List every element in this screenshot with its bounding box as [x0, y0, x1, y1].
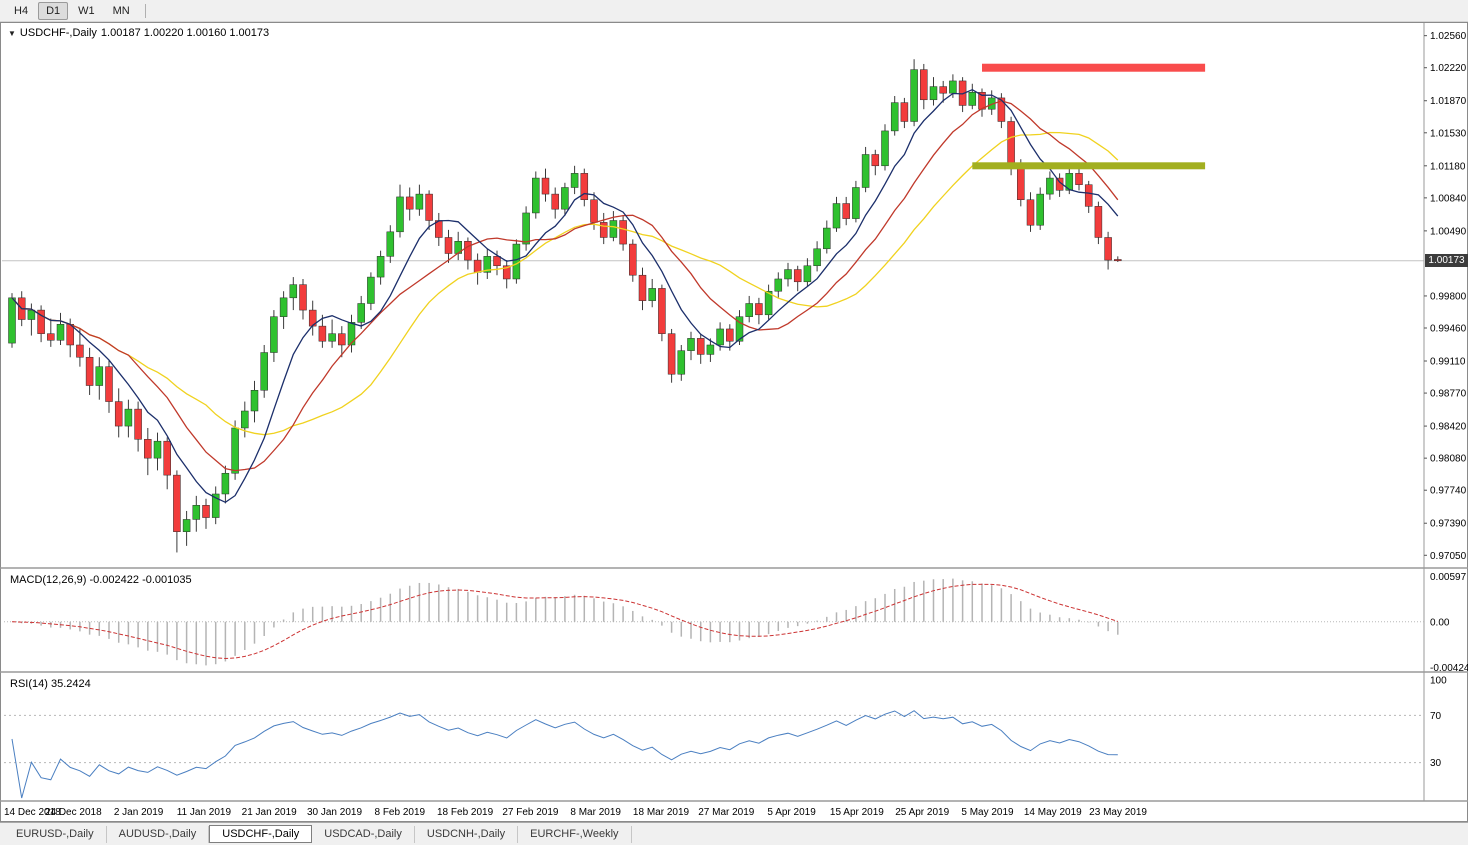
slow-ma-line — [11, 131, 1119, 436]
support-zone[interactable] — [972, 162, 1206, 170]
macd-signal-line — [11, 583, 1118, 660]
current-price-badge: 1.00173 — [1425, 254, 1468, 268]
svg-text:0.98080: 0.98080 — [1430, 454, 1467, 465]
symbol-tabbar: EURUSD-,Daily AUDUSD-,Daily USDCHF-,Daily U… — [0, 822, 1468, 845]
svg-text:1.01180: 1.01180 — [1430, 161, 1466, 172]
svg-text:27 Feb 2019: 27 Feb 2019 — [502, 807, 559, 818]
svg-text:24 Dec 2018: 24 Dec 2018 — [45, 807, 102, 818]
svg-text:0.99110: 0.99110 — [1430, 357, 1466, 368]
candles-group — [8, 59, 1122, 553]
rsi-line — [11, 710, 1118, 799]
svg-text:25 Apr 2019: 25 Apr 2019 — [895, 807, 949, 818]
resistance-zone[interactable] — [982, 63, 1206, 72]
chart-title: ▼ USDCHF-,Daily 1.00187 1.00220 1.00160 … — [8, 27, 269, 39]
chart-dropdown-icon[interactable]: ▼ — [8, 28, 16, 38]
svg-text:0.00: 0.00 — [1430, 617, 1450, 628]
chart-canvas[interactable]: 1.02560 1.02220 1.01870 1.01530 1.01180 1.008… — [0, 22, 1468, 822]
svg-text:1.02220: 1.02220 — [1430, 63, 1467, 74]
price-axis[interactable]: 1.02560 1.02220 1.01870 1.01530 1.01180 1.008… — [1424, 31, 1467, 562]
macd-axis[interactable]: 0.00597 0.00 -0.004243 — [1430, 572, 1468, 674]
rsi-line-group — [11, 710, 1118, 799]
chart-symbol-label: USDCHF-,Daily — [19, 27, 97, 39]
mid-ma-line — [11, 100, 1119, 472]
timeframe-button-d1[interactable]: D1 — [38, 1, 69, 20]
toolbar-separator — [144, 3, 146, 18]
tab-usdchf-daily[interactable]: USDCHF-,Daily — [209, 825, 313, 843]
rsi-indicator-label: RSI(14) 35.2424 — [10, 678, 91, 690]
timeframe-button-mn[interactable]: MN — [112, 4, 130, 17]
svg-text:0.98420: 0.98420 — [1430, 422, 1467, 433]
svg-text:8 Feb 2019: 8 Feb 2019 — [374, 807, 425, 818]
svg-text:0.98770: 0.98770 — [1430, 389, 1467, 400]
svg-text:18 Mar 2019: 18 Mar 2019 — [633, 807, 690, 818]
svg-text:100: 100 — [1430, 676, 1447, 687]
svg-text:0.97740: 0.97740 — [1430, 486, 1467, 497]
svg-text:0.97050: 0.97050 — [1430, 551, 1467, 562]
svg-text:1.00840: 1.00840 — [1430, 193, 1467, 204]
svg-text:1.01530: 1.01530 — [1430, 128, 1467, 139]
moving-averages-group — [11, 88, 1119, 504]
chart-frame — [0, 22, 1468, 822]
svg-text:2 Jan 2019: 2 Jan 2019 — [114, 807, 164, 818]
svg-text:0.97390: 0.97390 — [1430, 519, 1467, 530]
svg-text:5 May 2019: 5 May 2019 — [961, 807, 1014, 818]
svg-text:70: 70 — [1430, 711, 1442, 722]
svg-text:21 Jan 2019: 21 Jan 2019 — [242, 807, 297, 818]
timeframe-button-h4[interactable]: H4 — [14, 4, 29, 17]
tab-audusd-daily[interactable]: AUDUSD-,Daily — [107, 825, 210, 843]
svg-text:11 Jan 2019: 11 Jan 2019 — [177, 807, 232, 818]
svg-text:14 Dec 2018: 14 Dec 2018 — [4, 807, 61, 818]
svg-text:14 May 2019: 14 May 2019 — [1024, 807, 1082, 818]
tab-eurusd-daily[interactable]: EURUSD-,Daily — [4, 825, 107, 843]
tab-usdcnh-daily[interactable]: USDCNH-,Daily — [415, 825, 519, 843]
svg-text:30: 30 — [1430, 758, 1442, 769]
macd-signal-group — [11, 583, 1118, 660]
svg-text:15 Apr 2019: 15 Apr 2019 — [830, 807, 884, 818]
svg-text:-0.004243: -0.004243 — [1430, 663, 1468, 674]
rsi-axis[interactable]: 100 70 30 — [1430, 676, 1447, 770]
panel-separators[interactable] — [0, 23, 1468, 802]
chart-window: 1.02560 1.02220 1.01870 1.01530 1.01180 1.008… — [0, 22, 1468, 822]
svg-text:27 Mar 2019: 27 Mar 2019 — [698, 807, 755, 818]
svg-text:0.99800: 0.99800 — [1430, 291, 1467, 302]
tab-usdcad-daily[interactable]: USDCAD-,Daily — [312, 825, 415, 843]
svg-text:18 Feb 2019: 18 Feb 2019 — [437, 807, 494, 818]
macd-indicator-label: MACD(12,26,9) -0.002422 -0.001035 — [10, 574, 192, 586]
svg-text:1.01870: 1.01870 — [1430, 96, 1467, 107]
macd-histogram — [20, 578, 1119, 666]
timeframe-toolbar: H4 D1 W1 MN — [0, 0, 1468, 22]
svg-text:23 May 2019: 23 May 2019 — [1089, 807, 1147, 818]
svg-text:5 Apr 2019: 5 Apr 2019 — [767, 807, 816, 818]
tab-eurchf-weekly[interactable]: EURCHF-,Weekly — [518, 825, 632, 843]
svg-text:1.00490: 1.00490 — [1430, 226, 1467, 237]
chart-ohlc-values: 1.00187 1.00220 1.00160 1.00173 — [100, 27, 270, 39]
svg-text:0.99460: 0.99460 — [1430, 324, 1467, 335]
timeframe-button-w1[interactable]: W1 — [78, 4, 95, 17]
svg-text:30 Jan 2019: 30 Jan 2019 — [307, 807, 362, 818]
rsi-levels — [4, 714, 1424, 764]
svg-text:0.00597: 0.00597 — [1430, 572, 1467, 583]
level-objects-group[interactable] — [972, 63, 1206, 170]
svg-text:8 Mar 2019: 8 Mar 2019 — [570, 807, 621, 818]
svg-text:1.02560: 1.02560 — [1430, 31, 1467, 42]
fast-ma-line — [11, 88, 1119, 504]
